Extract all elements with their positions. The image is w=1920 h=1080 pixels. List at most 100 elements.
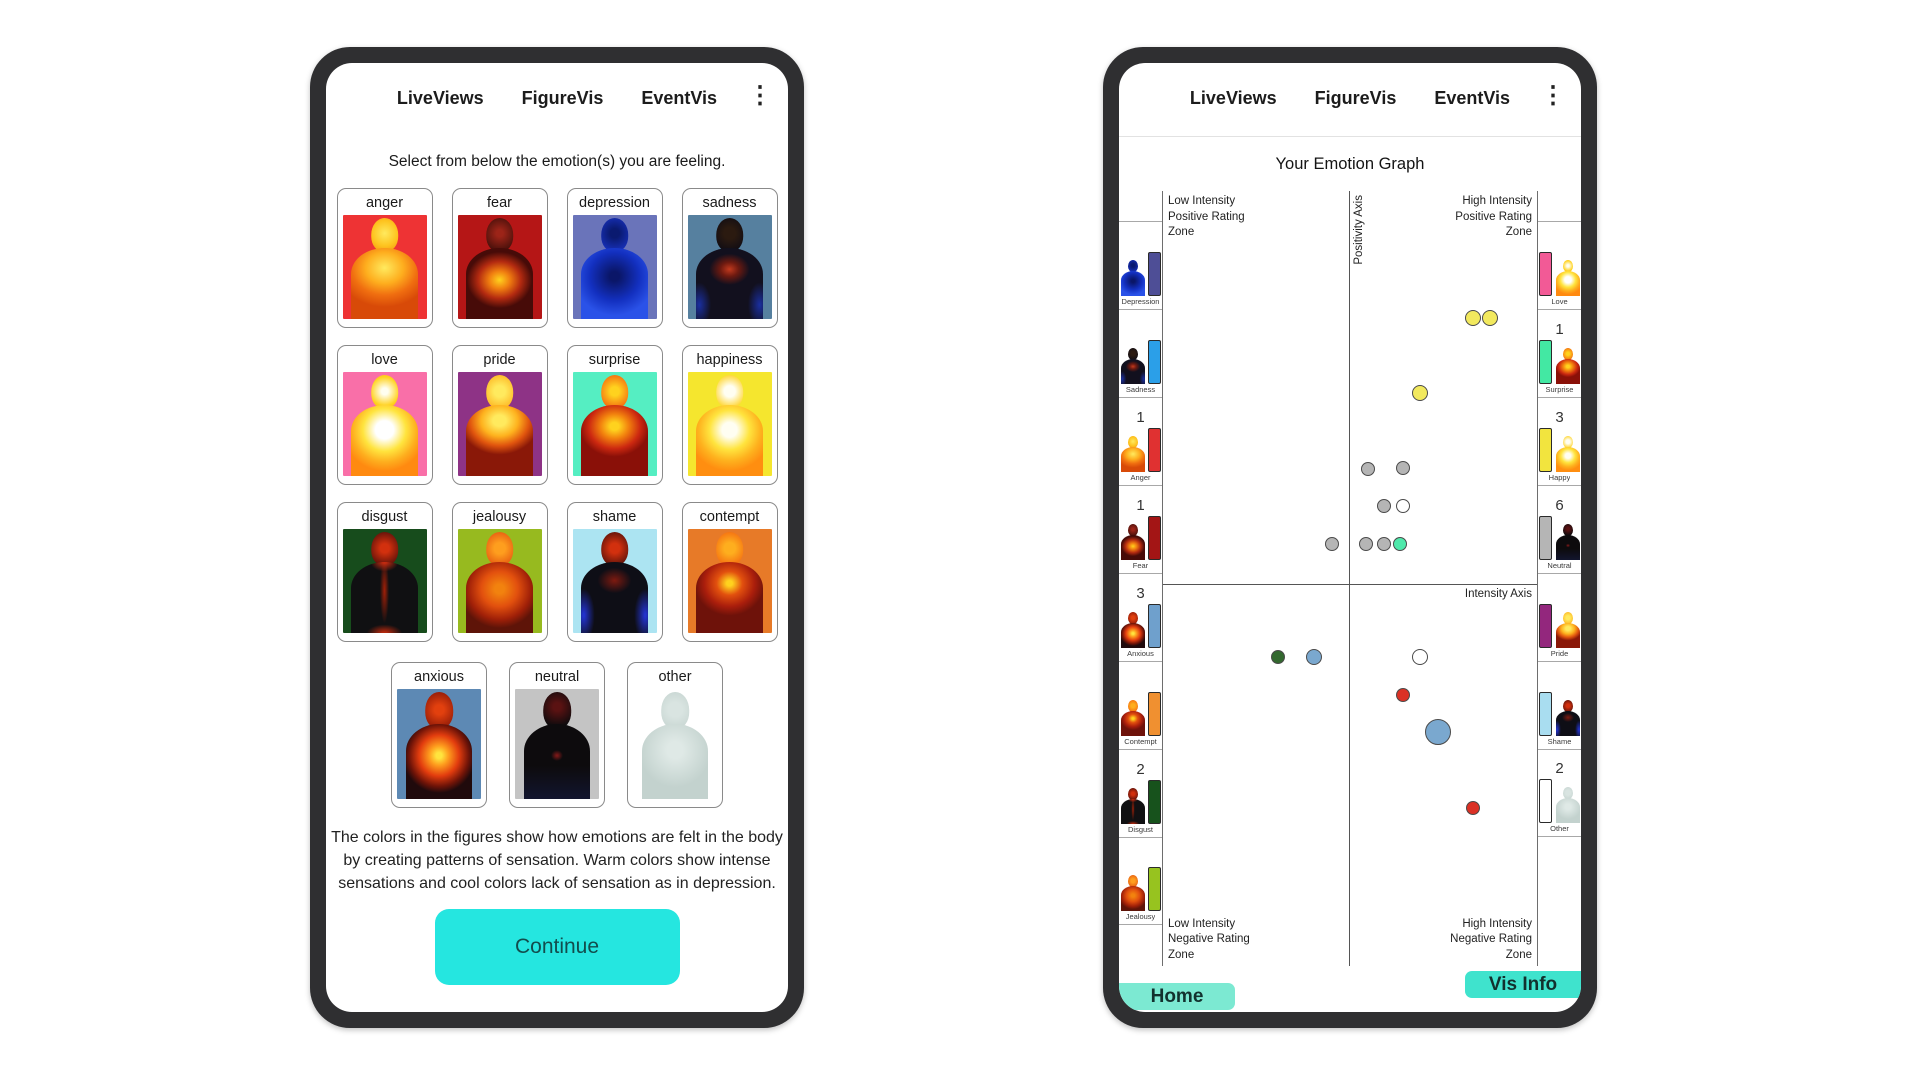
- legend-bar: [1148, 780, 1161, 824]
- legend-label: Contempt: [1124, 737, 1157, 746]
- legend-bar: [1148, 428, 1161, 472]
- legend-bar: [1539, 252, 1552, 296]
- emotion-card-label: surprise: [588, 352, 641, 368]
- legend-bar: [1148, 692, 1161, 736]
- emotion-card-shame[interactable]: shame: [566, 502, 663, 642]
- emotion-select-screen: LiveViews FigureVis EventVis ⋮ Select fr…: [326, 63, 788, 1012]
- home-button[interactable]: Home: [1119, 983, 1235, 1010]
- body-figure-pride: [1555, 612, 1580, 648]
- emotion-card-jealousy[interactable]: jealousy: [451, 502, 548, 642]
- scatter-point: [1395, 460, 1410, 475]
- legend-count: 3: [1136, 585, 1145, 602]
- emotion-card-image: [457, 215, 542, 319]
- legend-count: 1: [1136, 497, 1145, 514]
- body-figure-neutral: [515, 689, 599, 799]
- scatter-plot: Low Intensity Positive Rating Zone High In…: [1162, 191, 1538, 966]
- extra-emotion-row: anxious neutral other: [326, 662, 788, 808]
- emotion-card-love[interactable]: love: [336, 345, 433, 485]
- emotion-card-anxious[interactable]: anxious: [391, 662, 487, 808]
- legend-column-right: Love 1 Surprise 3 Happy 6 Neutral Pride: [1538, 191, 1581, 966]
- legend-label: Happy: [1548, 473, 1571, 482]
- legend-label: Pride: [1550, 649, 1569, 658]
- emotion-card-happiness[interactable]: happiness: [681, 345, 778, 485]
- emotion-card-sadness[interactable]: sadness: [681, 188, 778, 328]
- zone-label-bottom-right: High Intensity Negative Rating Zone: [1450, 917, 1532, 961]
- emotion-card-image: [342, 529, 427, 633]
- scatter-point: [1393, 536, 1408, 551]
- legend-label: Sadness: [1125, 385, 1156, 394]
- legend-bar: [1539, 340, 1552, 384]
- legend-label: Anxious: [1127, 649, 1154, 658]
- emotion-card-fear[interactable]: fear: [451, 188, 548, 328]
- emotion-card-label: neutral: [534, 669, 580, 685]
- legend-item-jealousy[interactable]: Jealousy: [1119, 837, 1162, 925]
- right-phone-frame: LiveViews FigureVis EventVis ⋮ Your Emot…: [1103, 47, 1597, 1028]
- legend-item-disgust[interactable]: 2 Disgust: [1119, 749, 1162, 837]
- legend-item-neutral[interactable]: 6 Neutral: [1538, 485, 1581, 573]
- continue-button[interactable]: Continue: [434, 909, 680, 985]
- body-figure-shame: [573, 529, 657, 633]
- nav-tab-liveviews[interactable]: LiveViews: [396, 88, 484, 108]
- emotion-card-image: [457, 372, 542, 476]
- body-figure-jealousy: [1120, 875, 1145, 911]
- body-figure-sadness: [1120, 348, 1145, 384]
- kebab-menu-icon[interactable]: ⋮: [1541, 82, 1565, 109]
- emotion-card-neutral[interactable]: neutral: [509, 662, 605, 808]
- legend-label: Depression: [1121, 297, 1160, 306]
- legend-bar: [1539, 692, 1552, 736]
- body-figure-happy: [688, 372, 772, 476]
- positivity-axis-line: [1348, 191, 1351, 966]
- kebab-menu-icon[interactable]: ⋮: [748, 82, 772, 109]
- emotion-card-anger[interactable]: anger: [336, 188, 433, 328]
- scatter-point: [1395, 687, 1410, 702]
- body-figure-fear: [458, 215, 542, 319]
- emotion-card-other[interactable]: other: [627, 662, 723, 808]
- left-phone-frame: LiveViews FigureVis EventVis ⋮ Select fr…: [310, 47, 804, 1028]
- vis-info-button[interactable]: Vis Info: [1465, 971, 1581, 998]
- legend-label: Other: [1550, 824, 1569, 833]
- legend-count: 6: [1555, 497, 1564, 514]
- legend-item-fear[interactable]: 1 Fear: [1119, 485, 1162, 573]
- scatter-point: [1377, 498, 1392, 513]
- legend-item-other[interactable]: 2 Other: [1538, 749, 1581, 837]
- body-figure-love: [1555, 260, 1580, 296]
- emotion-card-contempt[interactable]: contempt: [681, 502, 778, 642]
- body-figure-anger: [1120, 436, 1145, 472]
- nav-tab-figurevis[interactable]: FigureVis: [521, 88, 604, 108]
- legend-item-depression[interactable]: Depression: [1119, 221, 1162, 309]
- body-figure-anxious: [397, 689, 481, 799]
- legend-count: 3: [1555, 409, 1564, 426]
- nav-tab-figurevis[interactable]: FigureVis: [1314, 88, 1397, 108]
- nav-tab-eventvis[interactable]: EventVis: [1434, 88, 1511, 108]
- legend-item-anxious[interactable]: 3 Anxious: [1119, 573, 1162, 661]
- emotion-card-depression[interactable]: depression: [566, 188, 663, 328]
- body-figure-depression: [573, 215, 657, 319]
- legend-item-love[interactable]: Love: [1538, 221, 1581, 309]
- legend-item-pride[interactable]: Pride: [1538, 573, 1581, 661]
- emotion-card-pride[interactable]: pride: [451, 345, 548, 485]
- body-figure-contempt: [688, 529, 772, 633]
- nav-tab-eventvis[interactable]: EventVis: [641, 88, 718, 108]
- legend-item-happy[interactable]: 3 Happy: [1538, 397, 1581, 485]
- graph-area: Depression Sadness 1 Anger 1 Fear 3 Anxi…: [1119, 191, 1581, 966]
- emotion-card-disgust[interactable]: disgust: [336, 502, 433, 642]
- scatter-point: [1306, 648, 1323, 665]
- legend-item-sadness[interactable]: Sadness: [1119, 309, 1162, 397]
- zone-label-top-right: High Intensity Positive Rating Zone: [1455, 195, 1532, 238]
- legend-item-surprise[interactable]: 1 Surprise: [1538, 309, 1581, 397]
- body-figure-sadness: [688, 215, 772, 319]
- legend-item-shame[interactable]: Shame: [1538, 661, 1581, 749]
- emotion-card-image: [572, 372, 657, 476]
- legend-label: Disgust: [1127, 825, 1153, 834]
- legend-label: Anger: [1130, 473, 1151, 482]
- emotion-card-surprise[interactable]: surprise: [566, 345, 663, 485]
- body-figure-surprise: [1555, 348, 1580, 384]
- legend-label: Surprise: [1545, 385, 1574, 394]
- body-figure-surprise: [573, 372, 657, 476]
- legend-item-contempt[interactable]: Contempt: [1119, 661, 1162, 749]
- emotion-card-label: sadness: [702, 195, 757, 211]
- legend-item-anger[interactable]: 1 Anger: [1119, 397, 1162, 485]
- nav-tab-liveviews[interactable]: LiveViews: [1189, 88, 1277, 108]
- emotion-card-image: [515, 689, 599, 799]
